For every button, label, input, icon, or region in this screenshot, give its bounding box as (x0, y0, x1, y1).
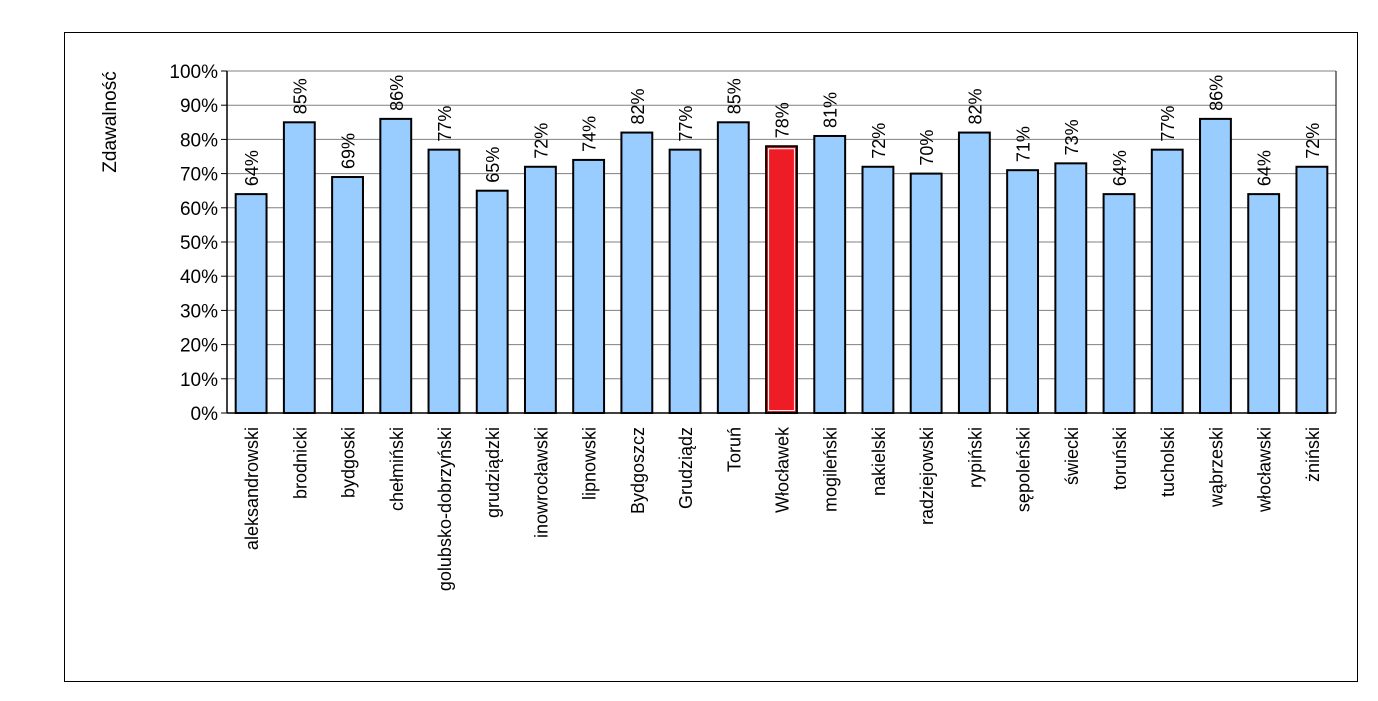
y-tick-label: 40% (180, 267, 218, 288)
category-label: golubsko-dobrzyński (435, 427, 455, 591)
category-label: lipnowski (580, 427, 600, 500)
y-tick-label: 70% (180, 165, 218, 186)
bar (620, 131, 654, 414)
y-tick-label: 90% (180, 96, 218, 117)
data-label: 86% (387, 75, 407, 111)
category-label: świecki (1062, 427, 1082, 485)
y-axis-title: Zdawalność (100, 71, 121, 172)
data-label: 73% (1062, 119, 1082, 155)
bar (1006, 169, 1040, 414)
data-label: 85% (724, 78, 744, 114)
bar (909, 172, 943, 414)
y-tick-label: 60% (180, 199, 218, 220)
data-label: 65% (483, 147, 503, 183)
data-label: 81% (821, 92, 841, 128)
data-label: 64% (242, 150, 262, 186)
category-label: Włocławek (773, 426, 793, 513)
category-label: Grudziądz (676, 427, 696, 509)
category-label: mogileński (821, 427, 841, 512)
bar (1054, 162, 1088, 414)
data-label: 77% (1158, 106, 1178, 142)
y-tick-label: 20% (180, 336, 218, 357)
bar (1199, 117, 1232, 414)
data-label: 77% (676, 106, 696, 142)
bar (234, 193, 268, 414)
category-label: brodnicki (290, 427, 310, 499)
data-label: 78% (773, 102, 793, 138)
data-label: 86% (1206, 75, 1226, 111)
category-label: nakielski (869, 427, 889, 496)
bar (861, 165, 895, 414)
category-label: inowrocławski (531, 427, 551, 538)
data-label: 72% (531, 123, 551, 159)
bar (1102, 193, 1136, 414)
data-label: 85% (290, 78, 310, 114)
category-label: Bydgoszcz (628, 427, 648, 514)
data-label: 82% (628, 89, 648, 125)
data-label: 74% (580, 116, 600, 152)
category-label: tucholski (1158, 427, 1178, 497)
bar (331, 176, 364, 414)
y-tick-label: 50% (180, 233, 218, 254)
bar (379, 117, 413, 414)
bar (1295, 165, 1329, 414)
data-label: 64% (1255, 150, 1275, 186)
category-label: bydgoski (339, 427, 359, 498)
chart-frame (64, 32, 1358, 682)
category-label: żniński (1303, 427, 1323, 482)
category-label: włocławski (1255, 427, 1275, 513)
category-label: aleksandrowski (242, 427, 262, 550)
bar (957, 131, 991, 414)
category-label: radziejowski (917, 427, 937, 525)
bar (282, 121, 316, 415)
category-label: sępoleński (1014, 427, 1034, 512)
category-label: grudziądzki (483, 427, 503, 518)
data-label: 70% (917, 130, 937, 166)
category-label: rypiński (965, 427, 985, 488)
data-label: 71% (1014, 126, 1034, 162)
data-label: 82% (965, 89, 985, 125)
data-label: 77% (435, 106, 455, 142)
bar (427, 148, 461, 414)
bar (572, 158, 606, 414)
data-label: 72% (1303, 123, 1323, 159)
bar (716, 121, 750, 415)
data-label: 64% (1110, 150, 1130, 186)
category-label: toruński (1110, 427, 1130, 490)
bar (475, 189, 509, 414)
category-label: wąbrzeski (1206, 427, 1226, 508)
bar (1150, 148, 1184, 414)
y-tick-label: 0% (191, 404, 219, 425)
bar (813, 134, 847, 414)
bar (765, 145, 798, 415)
category-label: Toruń (724, 427, 744, 472)
data-label: 69% (339, 133, 359, 169)
bar (1247, 193, 1281, 414)
y-tick-label: 10% (180, 370, 218, 391)
y-tick-label: 30% (180, 301, 218, 322)
bar-highlight-inner-border (768, 148, 795, 412)
data-label: 72% (869, 123, 889, 159)
y-tick-label: 80% (180, 130, 218, 151)
bar (523, 165, 557, 414)
bar (668, 148, 702, 414)
category-label: chełmiński (387, 427, 407, 511)
y-tick-label: 100% (169, 62, 218, 83)
